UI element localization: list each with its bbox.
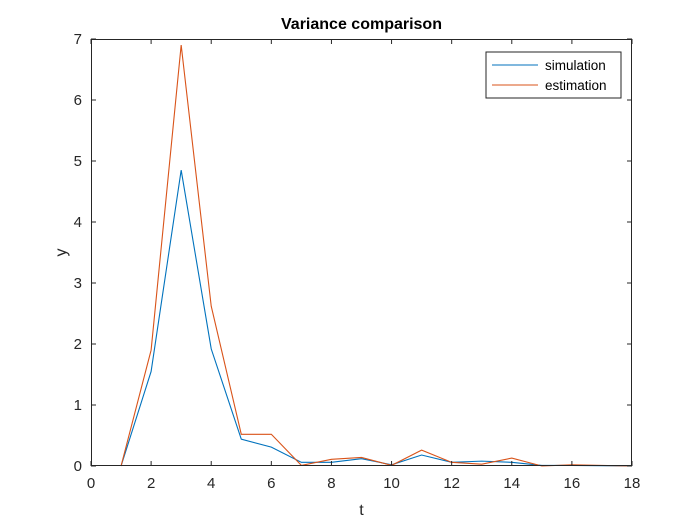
x-tick-label: 12 (443, 475, 460, 492)
y-tick-label: 5 (74, 153, 82, 170)
plot-background (91, 39, 632, 466)
y-tick-label: 1 (74, 397, 82, 414)
y-axis-label: y (53, 249, 70, 257)
chart-title: Variance comparison (281, 16, 442, 33)
x-tick-label: 10 (383, 475, 400, 492)
x-tick-label: 16 (564, 475, 581, 492)
x-tick-label: 14 (503, 475, 520, 492)
y-tick-label: 0 (74, 458, 82, 475)
x-tick-label: 18 (624, 475, 641, 492)
axes-box (91, 39, 632, 466)
x-tick-label: 6 (267, 475, 275, 492)
x-axis-label: t (359, 502, 364, 519)
y-tick-label: 4 (74, 214, 82, 231)
legend: simulation estimation (485, 51, 622, 99)
legend-box (485, 51, 622, 99)
x-tick-label: 0 (87, 475, 95, 492)
y-tick-label: 7 (74, 31, 82, 48)
legend-label: estimation (545, 78, 607, 93)
x-tick-label: 2 (147, 475, 155, 492)
y-tick-label: 2 (74, 336, 82, 353)
y-tick-label: 6 (74, 92, 82, 109)
y-tick-label: 3 (74, 275, 82, 292)
legend-label: simulation (545, 58, 606, 73)
x-tick-label: 4 (207, 475, 215, 492)
x-tick-label: 8 (327, 475, 335, 492)
